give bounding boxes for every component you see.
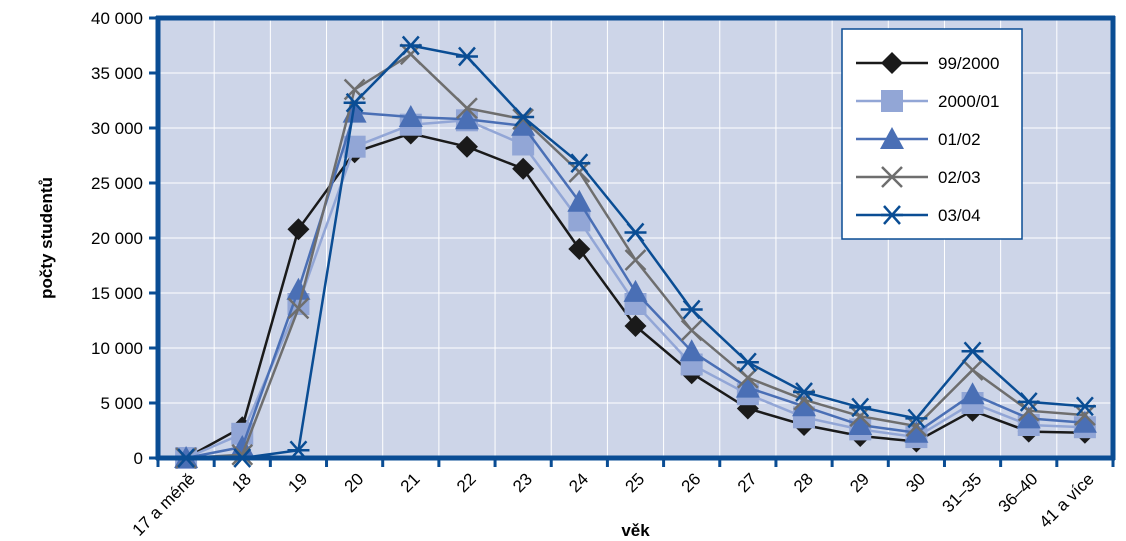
- data-point: [680, 319, 703, 342]
- data-point: [1073, 396, 1096, 417]
- data-point: [455, 46, 478, 67]
- data-point: [680, 299, 703, 320]
- data-point: [848, 413, 873, 435]
- data-point: [849, 397, 872, 418]
- x-tick-label: 31–35: [939, 469, 986, 516]
- x-tick-label: 29: [846, 469, 873, 496]
- x-tick-label: 30: [902, 469, 929, 496]
- data-point: [624, 315, 647, 337]
- legend-label: 03/04: [938, 206, 981, 225]
- data-point: [455, 135, 478, 158]
- data-point: [961, 341, 984, 362]
- y-tick-label: 40 000: [91, 9, 143, 28]
- y-tick-label: 20 000: [91, 229, 143, 248]
- data-point: [792, 394, 817, 417]
- data-point: [454, 107, 479, 130]
- data-point: [624, 222, 647, 243]
- legend-marker: [881, 90, 903, 112]
- legend-marker: [881, 52, 903, 74]
- data-point: [399, 35, 422, 56]
- data-point: [1016, 406, 1041, 429]
- y-tick-label: 15 000: [91, 284, 143, 303]
- data-point: [343, 92, 366, 113]
- data-point: [287, 297, 310, 320]
- data-point: [568, 153, 591, 174]
- data-point: [1017, 399, 1040, 422]
- y-tick-label: 25 000: [91, 174, 143, 193]
- data-point: [679, 339, 704, 362]
- y-tick-label: 5 000: [100, 394, 143, 413]
- legend-marker: [880, 127, 904, 149]
- y-tick-label: 35 000: [91, 64, 143, 83]
- data-point: [961, 359, 984, 381]
- data-point: [231, 443, 254, 466]
- data-point: [623, 279, 648, 302]
- data-point: [735, 375, 760, 398]
- x-tick-label: 23: [509, 469, 536, 496]
- x-tick-label: 36–40: [995, 469, 1042, 516]
- x-tick-label: 22: [453, 469, 480, 496]
- legend-label: 99/2000: [938, 54, 999, 73]
- data-point: [287, 218, 310, 241]
- x-tick-label: 24: [565, 469, 592, 496]
- data-point: [568, 161, 591, 183]
- y-tick-label: 30 000: [91, 119, 143, 138]
- data-point: [793, 382, 816, 402]
- y-axis-title: počty studentů: [37, 177, 56, 299]
- series-02-03: [175, 43, 1096, 469]
- x-tick-label: 17 a méně: [129, 469, 199, 539]
- legend-label: 02/03: [938, 168, 981, 187]
- data-point: [568, 209, 591, 232]
- data-point: [1072, 410, 1097, 433]
- x-tick-label: 27: [734, 469, 761, 496]
- x-axis-title: věk: [621, 521, 650, 540]
- x-tick-label: 26: [678, 469, 705, 496]
- data-point: [905, 408, 928, 429]
- y-tick-label: 10 000: [91, 339, 143, 358]
- x-tick-label: 41 a více: [1036, 469, 1098, 531]
- legend-marker: [881, 166, 903, 188]
- legend-label: 01/02: [938, 130, 981, 149]
- data-point: [1017, 392, 1040, 412]
- x-tick-label: 18: [228, 469, 255, 496]
- x-tick-label: 28: [790, 469, 817, 496]
- data-point: [286, 277, 311, 300]
- x-tick-label: 25: [622, 469, 649, 496]
- data-point: [568, 238, 591, 260]
- data-point: [398, 105, 423, 127]
- x-tick-label: 21: [397, 469, 424, 496]
- data-point: [1074, 404, 1096, 426]
- legend-marker: [881, 205, 903, 225]
- data-point: [624, 249, 647, 271]
- y-tick-label: 0: [134, 449, 143, 468]
- data-point: [960, 382, 985, 405]
- data-point: [511, 113, 536, 136]
- data-point: [904, 420, 929, 443]
- x-tick-label: 20: [341, 469, 368, 496]
- data-point: [512, 133, 535, 156]
- x-tick-label: 19: [284, 469, 311, 496]
- data-point: [736, 352, 759, 373]
- data-point: [456, 97, 478, 120]
- legend-label: 2000/01: [938, 92, 999, 111]
- data-point: [512, 157, 535, 180]
- data-point: [567, 189, 592, 212]
- data-point: [512, 107, 535, 127]
